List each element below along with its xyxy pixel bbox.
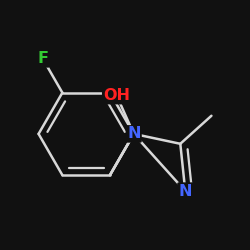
- Text: OH: OH: [103, 88, 130, 103]
- Text: N: N: [178, 184, 192, 198]
- Text: F: F: [37, 52, 48, 66]
- Text: N: N: [127, 126, 140, 142]
